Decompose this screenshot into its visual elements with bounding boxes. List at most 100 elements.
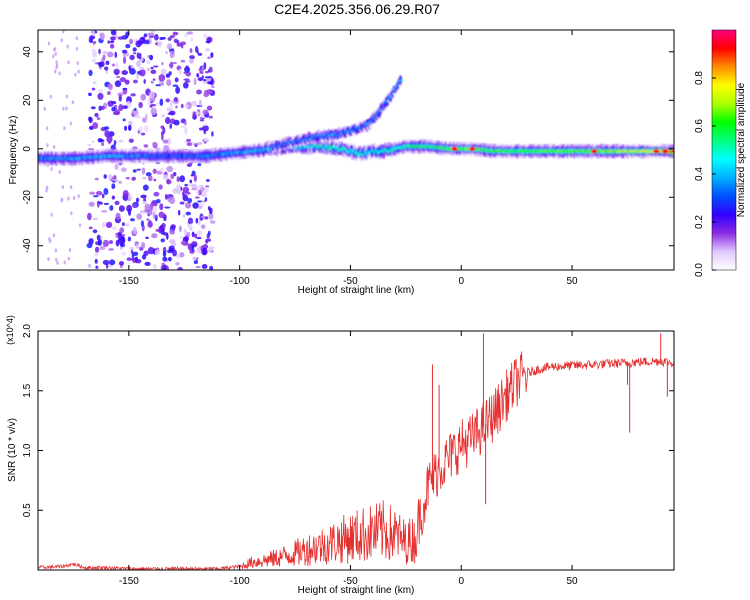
noise-speck	[96, 201, 103, 204]
snr-y-tick-label: 0.5	[22, 503, 33, 517]
noise-speck	[184, 127, 188, 135]
noise-speck	[136, 213, 143, 220]
noise-speck	[208, 115, 214, 119]
noise-speck	[166, 107, 173, 112]
noise-speck	[109, 205, 114, 211]
noise-speck	[99, 105, 105, 111]
noise-speck	[118, 139, 124, 143]
noise-speck	[133, 109, 139, 117]
noise-speck	[134, 258, 142, 264]
noise-speck	[140, 93, 147, 101]
noise-speck	[170, 100, 173, 108]
noise-speck	[120, 243, 126, 248]
noise-speck	[167, 256, 172, 262]
noise-speck	[166, 43, 173, 50]
noise-speck	[126, 257, 132, 261]
noise-speck	[110, 36, 116, 41]
noise-speck	[203, 137, 209, 142]
noise-speck	[146, 60, 151, 65]
noise-speck	[60, 38, 63, 43]
noise-speck	[103, 174, 107, 179]
noise-speck	[162, 256, 168, 262]
snr-x-tick-label: -50	[343, 576, 358, 587]
noise-speck	[146, 218, 149, 221]
noise-speck	[152, 78, 156, 81]
spectrogram-y-tick-label: 20	[22, 94, 33, 106]
noise-speck	[116, 62, 119, 70]
noise-speck	[140, 241, 146, 249]
noise-speck	[96, 234, 101, 241]
snr-x-tick-label: -100	[230, 576, 250, 587]
noise-speck	[144, 203, 150, 211]
noise-speck	[148, 175, 153, 182]
noise-speck	[207, 230, 211, 236]
noise-speck	[130, 93, 136, 97]
noise-speck	[88, 116, 93, 124]
noise-speck	[45, 126, 49, 131]
noise-speck	[129, 247, 135, 250]
noise-speck	[140, 220, 144, 227]
noise-speck	[133, 107, 137, 112]
noise-speck	[202, 109, 209, 115]
noise-speck	[185, 202, 192, 209]
noise-speck	[200, 224, 206, 230]
noise-speck	[209, 265, 214, 270]
noise-speck	[138, 126, 143, 132]
noise-speck	[97, 239, 103, 246]
noise-speck	[88, 238, 94, 245]
noise-speck	[182, 186, 190, 193]
noise-speck	[87, 264, 92, 268]
noise-speck	[203, 33, 208, 38]
noise-speck	[127, 236, 131, 242]
noise-speck	[206, 81, 214, 85]
noise-speck	[167, 112, 173, 115]
noise-speck	[143, 33, 148, 38]
noise-speck	[128, 65, 132, 71]
noise-speck	[125, 31, 130, 38]
noise-speck	[105, 221, 113, 229]
colorbar-tick-label: 0.6	[694, 119, 705, 133]
spectrogram-frame	[37, 29, 675, 271]
noise-speck	[145, 236, 149, 240]
ridge-mark	[671, 149, 674, 153]
noise-speck	[169, 35, 175, 39]
noise-speck	[109, 40, 115, 44]
noise-speck	[197, 77, 204, 82]
noise-speck	[75, 36, 79, 41]
noise-speck	[129, 68, 136, 75]
noise-speck	[189, 58, 194, 64]
noise-speck	[210, 52, 214, 58]
noise-speck	[92, 217, 99, 221]
noise-speck	[111, 106, 116, 112]
noise-speck	[92, 122, 99, 129]
noise-speck	[60, 198, 63, 203]
noise-speck	[175, 86, 181, 94]
noise-speck	[142, 184, 149, 191]
noise-speck	[155, 228, 162, 232]
noise-speck	[149, 54, 154, 61]
noise-speck	[182, 214, 186, 218]
noise-speck	[153, 178, 157, 182]
noise-speck	[121, 222, 125, 227]
noise-speck	[117, 92, 124, 97]
noise-speck	[143, 250, 149, 256]
noise-speck	[108, 131, 115, 137]
noise-speck	[91, 58, 97, 63]
noise-speck	[204, 197, 208, 202]
noise-speck	[114, 163, 119, 170]
noise-speck	[111, 226, 117, 230]
noise-speck	[204, 76, 211, 79]
noise-speck	[180, 103, 184, 109]
noise-speck	[129, 54, 135, 61]
noise-speck	[161, 114, 165, 118]
noise-speck	[197, 163, 202, 167]
noise-speck	[55, 63, 59, 68]
noise-speck	[160, 82, 165, 86]
noise-speck	[115, 212, 121, 221]
noise-speck	[198, 127, 204, 131]
noise-speck	[88, 69, 93, 77]
snr-series	[38, 333, 674, 570]
noise-speck	[191, 183, 197, 189]
noise-speck	[192, 111, 196, 118]
